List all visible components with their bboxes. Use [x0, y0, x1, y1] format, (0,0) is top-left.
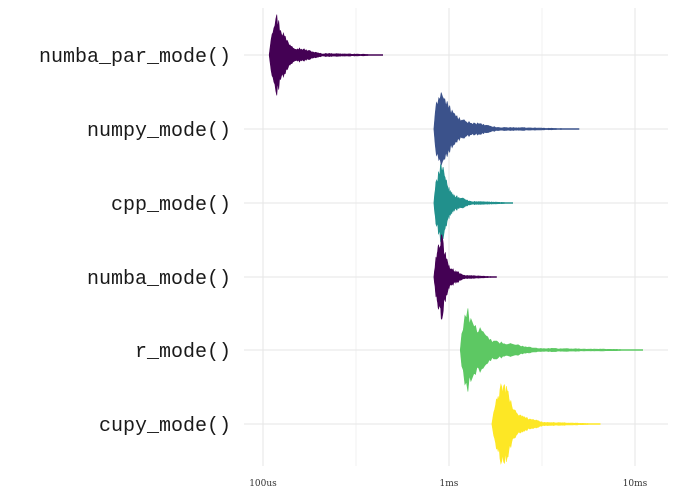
x-tick-label: 100us [249, 479, 277, 489]
y-category-label: numpy_mode() [87, 120, 231, 143]
x-axis-ticks: 100us 1ms 10ms [249, 479, 647, 489]
violin-cpp-mode [433, 163, 513, 243]
violin-numpy-mode [433, 92, 580, 166]
violin-r-mode [460, 308, 643, 392]
grid [244, 8, 668, 466]
violin-numba-mode [433, 234, 497, 320]
violin-cupy-mode [491, 383, 601, 465]
y-category-label: numba_mode() [87, 268, 231, 291]
violin-numba-par-mode [268, 14, 383, 96]
y-category-label: cpp_mode() [111, 194, 231, 217]
y-category-label: numba_par_mode() [39, 46, 231, 69]
category-labels: numba_par_mode() numpy_mode() cpp_mode()nu… [39, 46, 231, 438]
violins [268, 14, 643, 465]
y-category-label: cupy_mode() [99, 415, 231, 438]
x-tick-label: 1ms [440, 479, 459, 489]
y-category-label: r_mode() [135, 341, 231, 364]
x-tick-label: 10ms [623, 479, 648, 489]
